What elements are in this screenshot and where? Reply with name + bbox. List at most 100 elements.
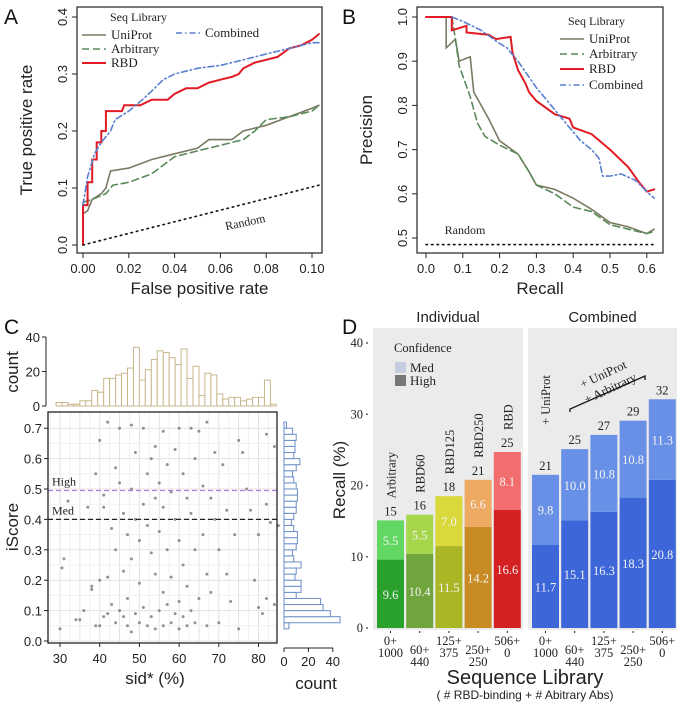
scatter-point xyxy=(185,624,189,628)
plot-frame xyxy=(76,6,323,254)
y-tick-label: 0.8 xyxy=(395,96,410,114)
y-tick-label: 0 xyxy=(33,399,40,414)
bar-high xyxy=(493,509,521,628)
histogram-bar xyxy=(103,377,111,407)
bar-med xyxy=(561,449,589,521)
scatter-point xyxy=(82,609,86,613)
x-tick-label: 60 xyxy=(172,651,186,666)
scatter-point xyxy=(133,451,137,455)
x-tick-label: 40 xyxy=(326,654,340,669)
bar-high xyxy=(377,559,404,628)
scatter-point xyxy=(60,566,64,570)
scatter-point xyxy=(165,548,169,552)
scatter-point xyxy=(169,490,173,494)
scatter-point xyxy=(145,472,149,476)
x-tick-label: 0 xyxy=(504,646,510,660)
scatter-point xyxy=(137,539,141,543)
histogram-bar xyxy=(61,402,69,407)
y-tick-label: 0.3 xyxy=(24,543,42,558)
x-tick-label: 0+ xyxy=(539,634,552,648)
y-tick-label: 0.1 xyxy=(24,604,42,619)
scatter-point xyxy=(157,609,161,613)
scatter-point xyxy=(102,493,106,497)
bar-value-med: 5.5 xyxy=(412,528,428,542)
histogram-bar xyxy=(283,555,295,563)
x-tick-label: 506+ xyxy=(494,634,520,648)
y-tick xyxy=(366,342,368,344)
bar-value-med: 10.8 xyxy=(593,467,615,481)
scatter-point xyxy=(145,523,149,527)
scatter-point xyxy=(153,444,157,448)
legend-label: RBD xyxy=(111,55,138,70)
histogram-bar xyxy=(132,346,140,407)
scatter-point xyxy=(90,587,94,591)
y-tick xyxy=(366,484,368,487)
histogram-bar xyxy=(283,622,290,630)
histogram-bar xyxy=(204,372,212,407)
scatter-point xyxy=(205,624,209,628)
x-tick-label: 70 xyxy=(212,651,226,666)
scatter-point xyxy=(165,603,169,607)
x-tick-label: 0+ xyxy=(384,634,397,648)
scatter-point xyxy=(122,615,126,619)
histogram-bar xyxy=(283,439,296,447)
scatter-point xyxy=(58,627,62,631)
panel-letter: D xyxy=(342,316,357,339)
scatter-point xyxy=(137,581,141,585)
scatter-point xyxy=(106,575,110,579)
histogram-bar xyxy=(85,400,93,407)
scatter-point xyxy=(229,599,233,603)
scatter-point xyxy=(205,572,209,576)
x-tick-label: 125+ xyxy=(591,634,617,648)
histogram-bar xyxy=(283,464,297,472)
scatter-point xyxy=(165,463,169,467)
scatter-point xyxy=(102,505,106,509)
legend-label: Arbitrary xyxy=(589,46,638,61)
histogram-bar xyxy=(283,524,295,533)
scatter-point xyxy=(149,615,153,619)
x-tick-label: 440 xyxy=(410,655,429,669)
scatter-point xyxy=(173,447,177,451)
x-tick-label: 506+ xyxy=(649,634,675,648)
scatter-point xyxy=(149,551,153,555)
x-tick-label: 30 xyxy=(53,651,67,666)
scatter-point xyxy=(118,426,122,430)
x-tick-label: 0.5 xyxy=(601,261,619,276)
histogram-bar xyxy=(168,357,176,407)
histogram-bar xyxy=(283,591,297,599)
scatter-point xyxy=(193,548,197,552)
scatter-point xyxy=(169,621,173,625)
x-tick-label: 0.4 xyxy=(564,261,582,276)
x-tick-label: 60+ xyxy=(565,643,585,657)
scatter-point xyxy=(161,624,165,628)
y-tick-label: 0.6 xyxy=(24,452,42,467)
y-tick xyxy=(366,555,368,558)
y-tick-label: 20 xyxy=(26,365,40,380)
histogram-bar xyxy=(283,518,292,526)
bar-total-label: 32 xyxy=(656,383,669,397)
scatter-point xyxy=(106,420,110,424)
histogram-bar xyxy=(240,400,248,407)
y-tick xyxy=(366,627,368,629)
y-tick-label: 0.2 xyxy=(24,573,42,588)
histogram-bar xyxy=(91,389,99,407)
scatter-point xyxy=(209,496,213,500)
x-tick-label: 375 xyxy=(440,646,459,660)
x-tick-label: 0.2 xyxy=(491,261,509,276)
bar-value-high: 11.5 xyxy=(438,581,459,595)
x-tick-label: 0 xyxy=(280,654,287,669)
scatter-point xyxy=(189,511,193,515)
histogram-bar xyxy=(144,369,152,407)
histogram-bar xyxy=(283,482,297,490)
histogram-bar xyxy=(283,597,322,606)
scatter-point xyxy=(181,615,185,619)
scatter-point xyxy=(225,508,229,512)
scatter-point xyxy=(129,630,133,634)
histogram-bar xyxy=(174,364,182,407)
scatter-point xyxy=(98,624,102,628)
histogram-bar xyxy=(156,350,164,407)
scatter-point xyxy=(106,612,110,616)
y-axis-label: Precision xyxy=(357,95,376,165)
legend-label: UniProt xyxy=(589,31,631,46)
x-tick-label: 0.3 xyxy=(527,261,545,276)
